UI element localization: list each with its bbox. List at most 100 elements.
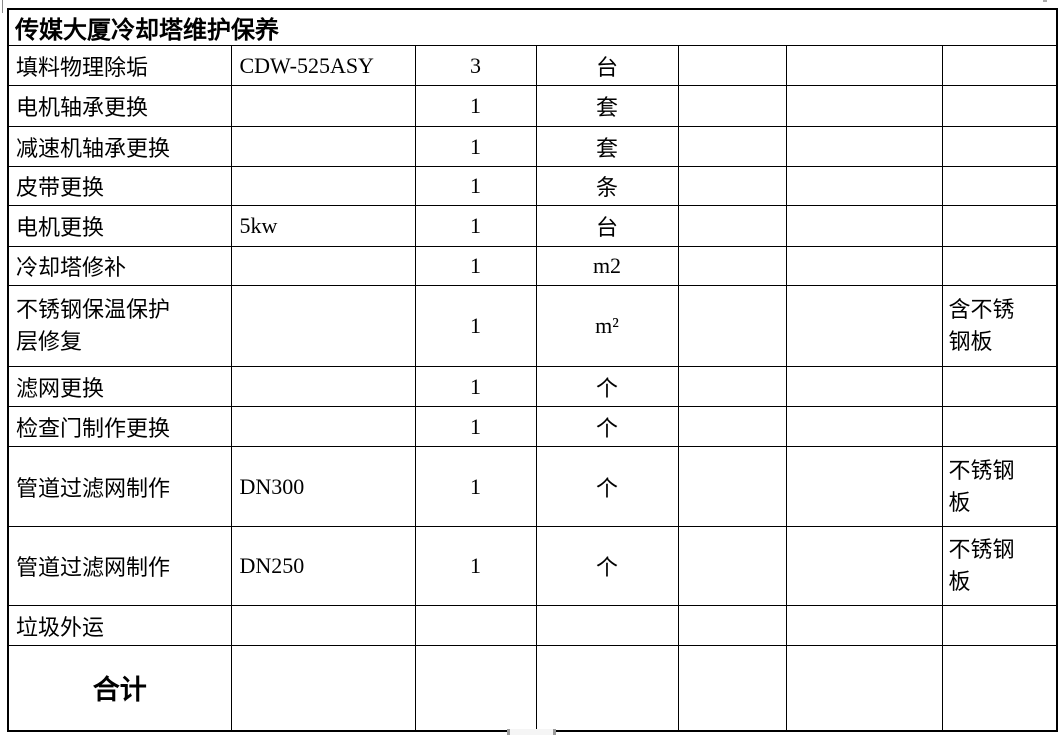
item-cell: 电机轴承更换 — [7, 85, 232, 127]
note-cell — [941, 126, 1058, 167]
item-cell: 减速机轴承更换 — [7, 126, 232, 167]
empty-cell — [785, 205, 943, 247]
empty-cell — [785, 166, 943, 206]
empty-cell — [677, 645, 787, 731]
note-text: 含不锈钢板 — [948, 297, 1015, 354]
empty-cell — [785, 45, 943, 86]
summary-row: 合计 — [7, 645, 1058, 731]
item-cell: 滤网更换 — [7, 366, 232, 407]
note-cell — [941, 45, 1058, 86]
qty-cell: 1 — [414, 166, 537, 206]
scrollbar-left-cap[interactable] — [507, 729, 510, 735]
table-row: 电机轴承更换 1 套 — [7, 85, 1058, 127]
table-row: 电机更换 5kw 1 台 — [7, 205, 1058, 247]
table-row: 减速机轴承更换 1 套 — [7, 126, 1058, 167]
model-cell — [230, 166, 416, 206]
model-cell: 5kw — [230, 205, 416, 247]
empty-cell — [677, 166, 787, 206]
note-cell — [941, 366, 1058, 407]
note-text: 不锈钢板 — [948, 457, 1015, 515]
unit-cell: 套 — [535, 126, 679, 167]
unit-cell: 套 — [535, 85, 679, 127]
table-row: 滤网更换 1 个 — [7, 366, 1058, 407]
item-cell: 检查门制作更换 — [7, 406, 232, 447]
unit-cell: 台 — [535, 205, 679, 247]
empty-cell — [677, 205, 787, 247]
empty-cell — [785, 526, 943, 606]
model-cell: DN300 — [230, 446, 416, 527]
table-title: 传媒大厦冷却塔维护保养 — [7, 8, 1058, 46]
empty-cell — [785, 406, 943, 447]
note-cell: 不锈钢板 — [941, 526, 1058, 606]
table-row: 垃圾外运 — [7, 605, 1058, 646]
item-cell: 不锈钢保温保护层修复 — [7, 285, 232, 367]
qty-cell: 3 — [414, 45, 537, 86]
model-cell — [230, 406, 416, 447]
horizontal-scrollbar[interactable] — [507, 729, 556, 735]
qty-cell: 1 — [414, 406, 537, 447]
empty-cell — [677, 285, 787, 367]
text-cursor-artifact — [2, 0, 3, 13]
note-cell: 含不锈钢板 — [941, 285, 1058, 367]
item-cell: 电机更换 — [7, 205, 232, 247]
table-row: 不锈钢保温保护层修复 1 m² 含不锈钢板 — [7, 285, 1058, 367]
model-cell — [230, 285, 416, 367]
item-cell: 垃圾外运 — [7, 605, 232, 646]
empty-cell — [785, 446, 943, 527]
scrollbar-right-cap[interactable] — [553, 729, 556, 735]
unit-cell: m2 — [535, 246, 679, 286]
note-cell — [941, 205, 1058, 247]
qty-cell — [414, 605, 537, 646]
table-row: 管道过滤网制作 DN250 1 个 不锈钢板 — [7, 526, 1058, 606]
empty-cell — [230, 645, 416, 731]
model-cell: DN250 — [230, 526, 416, 606]
qty-cell: 1 — [414, 246, 537, 286]
empty-cell — [677, 126, 787, 167]
unit-cell: 台 — [535, 45, 679, 86]
item-text: 不锈钢保温保护层修复 — [16, 297, 171, 354]
unit-cell: m² — [535, 285, 679, 367]
item-cell: 管道过滤网制作 — [7, 526, 232, 606]
empty-cell — [414, 645, 537, 731]
note-cell — [941, 406, 1058, 447]
empty-cell — [677, 446, 787, 527]
unit-cell: 个 — [535, 446, 679, 527]
qty-cell: 1 — [414, 85, 537, 127]
empty-cell — [677, 605, 787, 646]
table-row: 检查门制作更换 1 个 — [7, 406, 1058, 447]
qty-cell: 1 — [414, 285, 537, 367]
ruler-tick-mark — [1043, 0, 1047, 2]
unit-cell: 个 — [535, 526, 679, 606]
qty-cell: 1 — [414, 526, 537, 606]
model-cell — [230, 366, 416, 407]
empty-cell — [677, 246, 787, 286]
empty-cell — [785, 85, 943, 127]
qty-cell: 1 — [414, 446, 537, 527]
empty-cell — [785, 246, 943, 286]
model-cell: CDW-525ASY — [230, 45, 416, 86]
empty-cell — [677, 526, 787, 606]
unit-cell — [535, 605, 679, 646]
item-cell: 填料物理除垢 — [7, 45, 232, 86]
item-cell: 冷却塔修补 — [7, 246, 232, 286]
empty-cell — [941, 645, 1058, 731]
empty-cell — [677, 366, 787, 407]
model-cell — [230, 246, 416, 286]
qty-cell: 1 — [414, 366, 537, 407]
item-cell: 管道过滤网制作 — [7, 446, 232, 527]
empty-cell — [785, 285, 943, 367]
table-row: 填料物理除垢 CDW-525ASY 3 台 — [7, 45, 1058, 86]
empty-cell — [535, 645, 679, 731]
item-cell: 皮带更换 — [7, 166, 232, 206]
title-row: 传媒大厦冷却塔维护保养 — [7, 8, 1058, 46]
model-cell — [230, 126, 416, 167]
empty-cell — [785, 605, 943, 646]
qty-cell: 1 — [414, 205, 537, 247]
empty-cell — [677, 45, 787, 86]
table-row: 冷却塔修补 1 m2 — [7, 246, 1058, 286]
empty-cell — [785, 645, 943, 731]
empty-cell — [677, 85, 787, 127]
model-cell — [230, 85, 416, 127]
note-cell — [941, 605, 1058, 646]
